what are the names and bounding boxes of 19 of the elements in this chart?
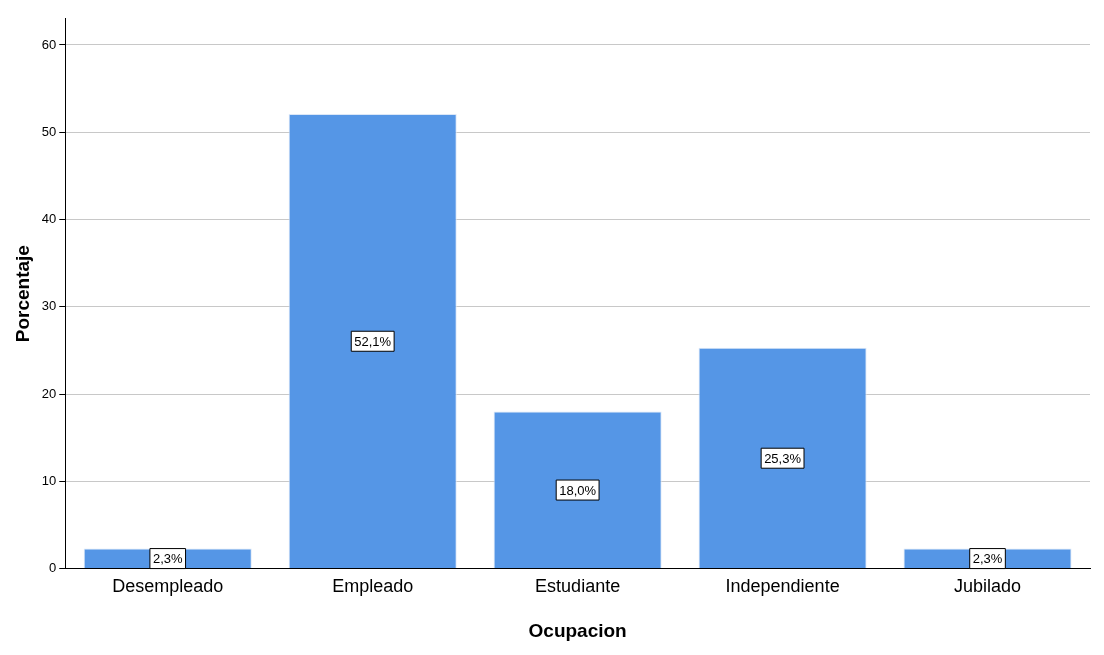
- data-label: 52,1%: [354, 333, 392, 349]
- y-tick-label: 60: [41, 36, 57, 52]
- data-label: 2,3%: [152, 551, 183, 567]
- y-tick-label: 50: [41, 123, 57, 139]
- data-label: 2,3%: [972, 551, 1003, 567]
- y-tick-label: 30: [41, 298, 57, 314]
- data-label: 18,0%: [559, 482, 597, 498]
- y-tick-label: 10: [41, 472, 57, 488]
- x-tick-label: Empleado: [332, 576, 414, 597]
- x-axis-title: Ocupacion: [528, 619, 627, 641]
- y-tick-label: 0: [49, 560, 57, 576]
- data-label: 25,3%: [764, 450, 802, 466]
- y-axis-title: Porcentaje: [11, 245, 33, 343]
- x-tick-label: Independiente: [725, 576, 840, 597]
- x-tick-label: Desempleado: [112, 576, 224, 597]
- x-tick-label: Jubilado: [953, 576, 1022, 597]
- y-tick-label: 20: [41, 385, 57, 401]
- x-tick-label: Estudiante: [535, 576, 621, 597]
- y-tick-label: 40: [41, 211, 57, 227]
